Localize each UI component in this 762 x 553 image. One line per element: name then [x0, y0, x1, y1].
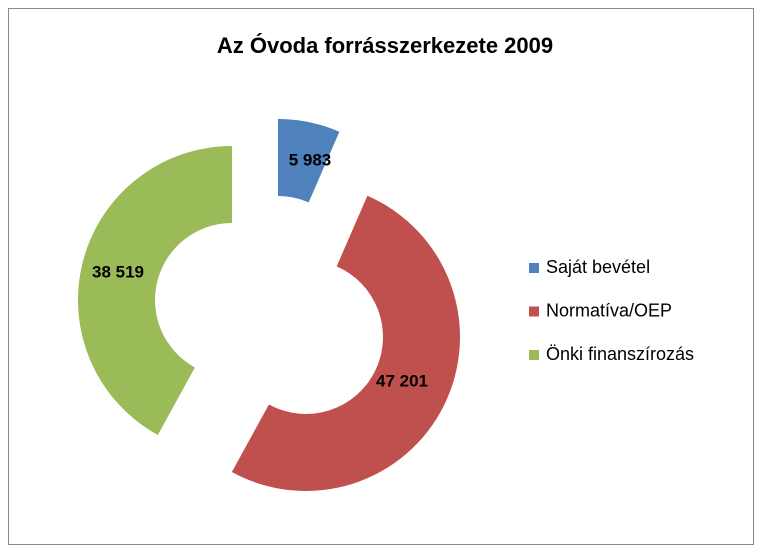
data-label: 38 519	[92, 262, 144, 281]
legend-label: Normatíva/OEP	[546, 300, 672, 320]
doughnut-segment	[231, 195, 460, 491]
doughnut-segment	[278, 119, 340, 203]
data-label: 5 983	[289, 150, 332, 169]
legend-marker	[529, 263, 539, 273]
data-label: 47 201	[376, 371, 428, 390]
legend-label: Önki finanszírozás	[546, 344, 694, 364]
legend-label: Saját bevétel	[546, 257, 650, 277]
legend-marker	[529, 350, 539, 360]
doughnut-segment	[77, 146, 232, 435]
legend-marker	[529, 306, 539, 317]
chart-title: Az Óvoda forrásszerkezete 2009	[217, 33, 553, 58]
